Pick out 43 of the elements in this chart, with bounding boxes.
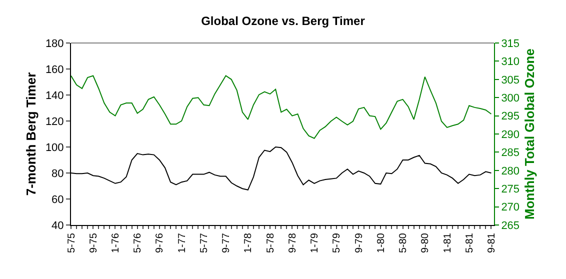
x-tick-label: 1-80 [376, 232, 387, 254]
y2-tick-label: 285 [501, 147, 520, 160]
x-tick-label: 1-78 [243, 232, 254, 254]
y2-tick-label: 310 [501, 56, 520, 68]
y-tick-label: 140 [45, 90, 64, 102]
y2-tick-label: 280 [501, 165, 520, 178]
y2-axis-title: Monthly Total Global Ozone [522, 48, 538, 220]
x-tick-label: 5-77 [198, 232, 210, 254]
y2-tick-label: 305 [501, 74, 520, 86]
x-tick-label: 9-76 [154, 232, 166, 254]
x-tick-label: 5-81 [464, 232, 476, 254]
y2-tick-label: 270 [501, 202, 520, 214]
x-tick-label: 1-81 [442, 232, 454, 254]
y2-tick-label: 290 [501, 128, 520, 141]
y-tick-label: 60 [52, 194, 64, 206]
x-tick-label: 5-76 [132, 232, 144, 254]
y-tick-label: 100 [45, 142, 64, 154]
y-tick-label: 80 [52, 168, 64, 180]
y-tick-label: 120 [45, 116, 64, 128]
x-tick-label: 9-80 [420, 232, 432, 254]
y2-tick-label: 275 [501, 183, 520, 196]
x-tick-label: 9-78 [287, 232, 298, 254]
x-tick-label: 1-79 [310, 232, 321, 254]
y-tick-label: 160 [45, 64, 64, 76]
y2-tick-label: 300 [501, 92, 520, 104]
x-tick-label: 9-75 [88, 232, 100, 254]
y-tick-label: 180 [45, 38, 64, 50]
y-tick-label: 40 [52, 220, 64, 232]
x-tick-label: 5-79 [332, 232, 343, 254]
y2-tick-label: 315 [501, 38, 520, 50]
y2-tick-label: 265 [501, 220, 520, 232]
x-tick-label: 9-77 [221, 232, 232, 254]
x-tick-label: 5-80 [398, 232, 410, 254]
x-tick-label: 9-81 [486, 232, 498, 254]
chart-title: Global Ozone vs. Berg Timer [201, 14, 366, 28]
x-tick-label: 1-76 [110, 232, 122, 254]
y2-tick-label: 295 [501, 110, 520, 123]
x-tick-label: 5-78 [265, 232, 276, 254]
y-axis-title: 7-month Berg Timer [23, 72, 38, 196]
x-tick-label: 9-79 [354, 232, 365, 254]
x-tick-label: 1-77 [176, 232, 188, 254]
line-series [71, 75, 492, 139]
x-tick-label: 5-75 [66, 232, 78, 254]
